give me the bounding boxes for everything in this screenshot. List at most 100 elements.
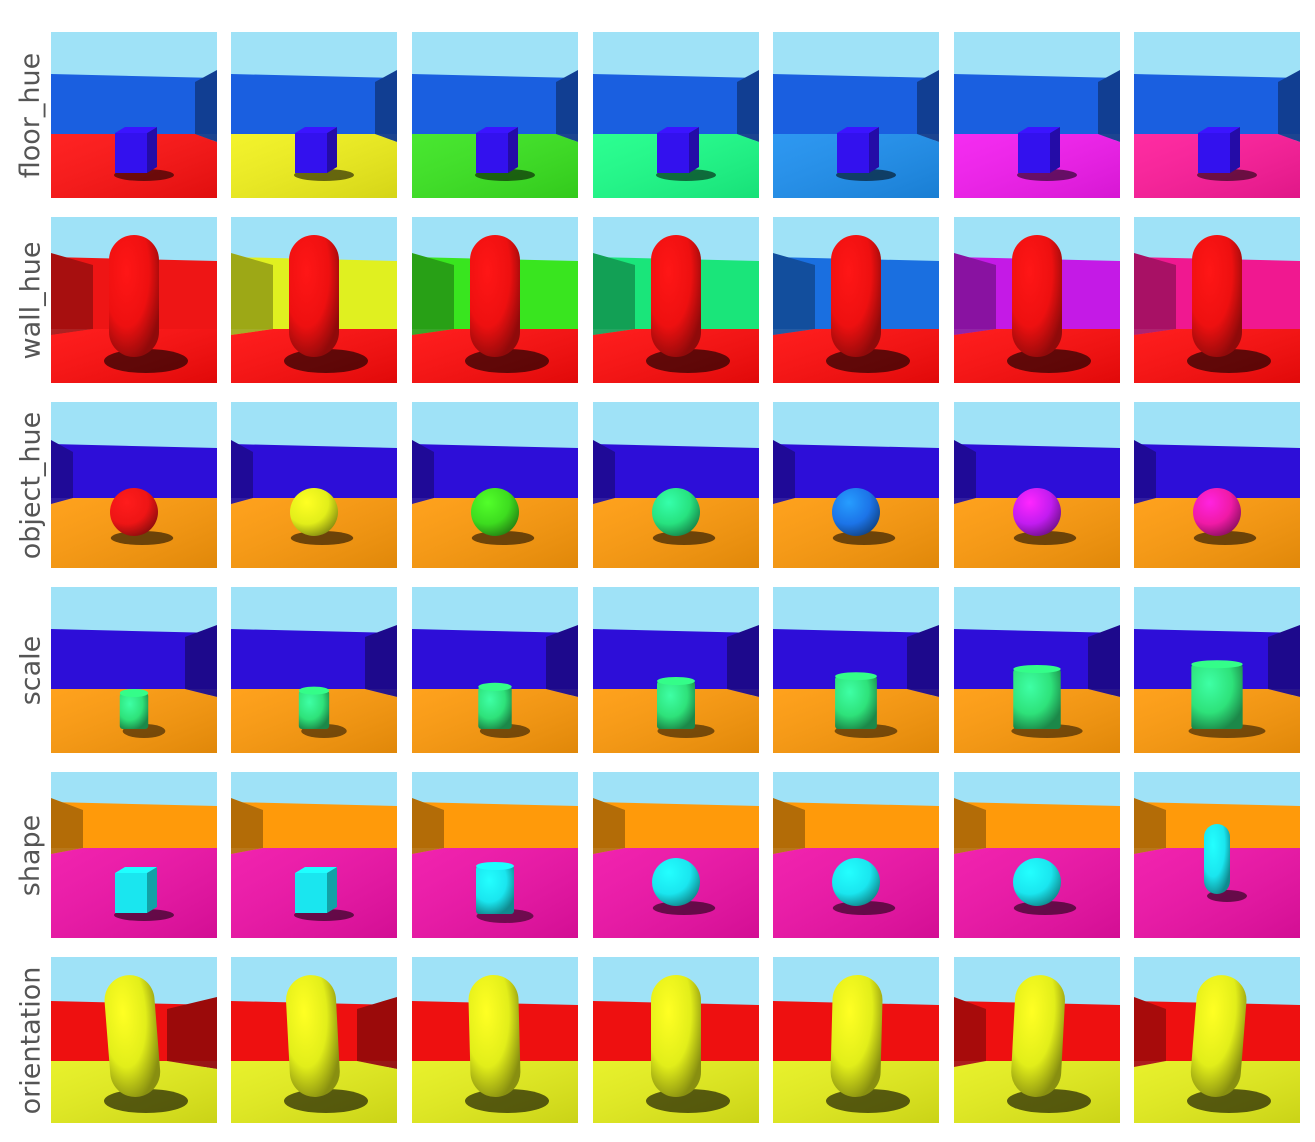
scene-render	[51, 217, 217, 383]
capsule-body	[1190, 975, 1247, 1097]
right-wall	[546, 625, 578, 697]
scene-tile	[412, 32, 578, 198]
scene-tile	[231, 957, 397, 1123]
cylinder-body	[298, 690, 330, 729]
scene-tile	[1134, 587, 1300, 753]
scene-tile	[773, 772, 939, 938]
object	[651, 975, 701, 1097]
object	[832, 858, 880, 906]
scene-render	[231, 957, 397, 1123]
capsule-body	[1011, 975, 1065, 1097]
capsule-body	[109, 235, 159, 357]
sphere-body	[1013, 858, 1061, 906]
object	[115, 127, 157, 173]
cube-top	[115, 127, 157, 133]
left-wall	[593, 440, 615, 504]
scene-render	[412, 957, 578, 1123]
back-wall	[593, 802, 759, 854]
scene-render	[954, 402, 1120, 568]
scene-render	[231, 217, 397, 383]
cube-side	[147, 127, 157, 173]
scene-render	[1134, 32, 1300, 198]
object	[110, 488, 158, 536]
left-wall	[231, 253, 273, 335]
sphere-body	[1193, 488, 1241, 536]
object	[1012, 235, 1062, 357]
right-wall	[365, 625, 397, 697]
object	[837, 127, 879, 173]
object	[109, 235, 159, 357]
back-wall	[773, 802, 939, 854]
scene-render	[773, 32, 939, 198]
scene-render	[412, 772, 578, 938]
back-wall	[773, 629, 939, 695]
scene-render	[773, 402, 939, 568]
cylinder-body	[835, 676, 877, 729]
left-wall	[51, 798, 83, 854]
object	[295, 867, 337, 913]
cube-front	[476, 133, 508, 173]
object	[468, 975, 521, 1097]
capsule-body	[1204, 824, 1230, 894]
left-wall	[593, 798, 625, 854]
scene-tile	[593, 772, 759, 938]
cube-side	[327, 867, 337, 913]
back-wall	[773, 74, 939, 140]
cube-top	[295, 127, 337, 133]
object	[295, 127, 337, 173]
right-wall	[1278, 70, 1300, 142]
scene-tile	[773, 402, 939, 568]
left-wall	[51, 253, 93, 335]
scene-tile	[1134, 772, 1300, 938]
scene-tile	[412, 772, 578, 938]
right-wall	[737, 70, 759, 142]
scene-tile	[412, 217, 578, 383]
object	[104, 975, 161, 1097]
sphere-body	[652, 858, 700, 906]
scene-render	[412, 32, 578, 198]
capsule-body	[651, 975, 701, 1097]
object	[286, 975, 340, 1097]
cube-top	[295, 867, 337, 873]
scene-tile	[1134, 402, 1300, 568]
left-wall	[412, 798, 444, 854]
right-wall	[727, 625, 759, 697]
scene-render	[412, 402, 578, 568]
capsule-body	[830, 975, 883, 1097]
object	[657, 677, 695, 729]
object	[652, 858, 700, 906]
object	[115, 867, 157, 913]
back-wall	[412, 802, 578, 854]
right-wall	[556, 70, 578, 142]
cylinder-top	[119, 689, 149, 697]
right-wall	[195, 70, 217, 142]
left-wall	[231, 440, 253, 504]
back-wall	[51, 802, 217, 854]
cube-side	[508, 127, 518, 173]
right-wall	[1098, 70, 1120, 142]
cylinder-body	[476, 866, 514, 914]
cube-front	[295, 873, 327, 913]
right-wall	[185, 625, 217, 697]
sphere-body	[832, 858, 880, 906]
right-wall	[375, 70, 397, 142]
back-wall	[231, 74, 397, 140]
scene-tile	[412, 402, 578, 568]
object	[289, 235, 339, 357]
object	[476, 127, 518, 173]
cylinder-body	[1191, 664, 1243, 729]
scene-render	[1134, 957, 1300, 1123]
scene-tile	[1134, 217, 1300, 383]
cube-side	[689, 127, 699, 173]
left-wall	[954, 440, 976, 504]
object	[832, 488, 880, 536]
back-wall	[593, 74, 759, 140]
scene-tile	[773, 32, 939, 198]
right-wall	[167, 997, 217, 1069]
scene-tile	[954, 402, 1120, 568]
scene-render	[51, 772, 217, 938]
back-wall	[954, 802, 1120, 854]
back-wall	[1134, 444, 1300, 504]
scene-render	[954, 217, 1120, 383]
left-wall	[954, 798, 986, 854]
